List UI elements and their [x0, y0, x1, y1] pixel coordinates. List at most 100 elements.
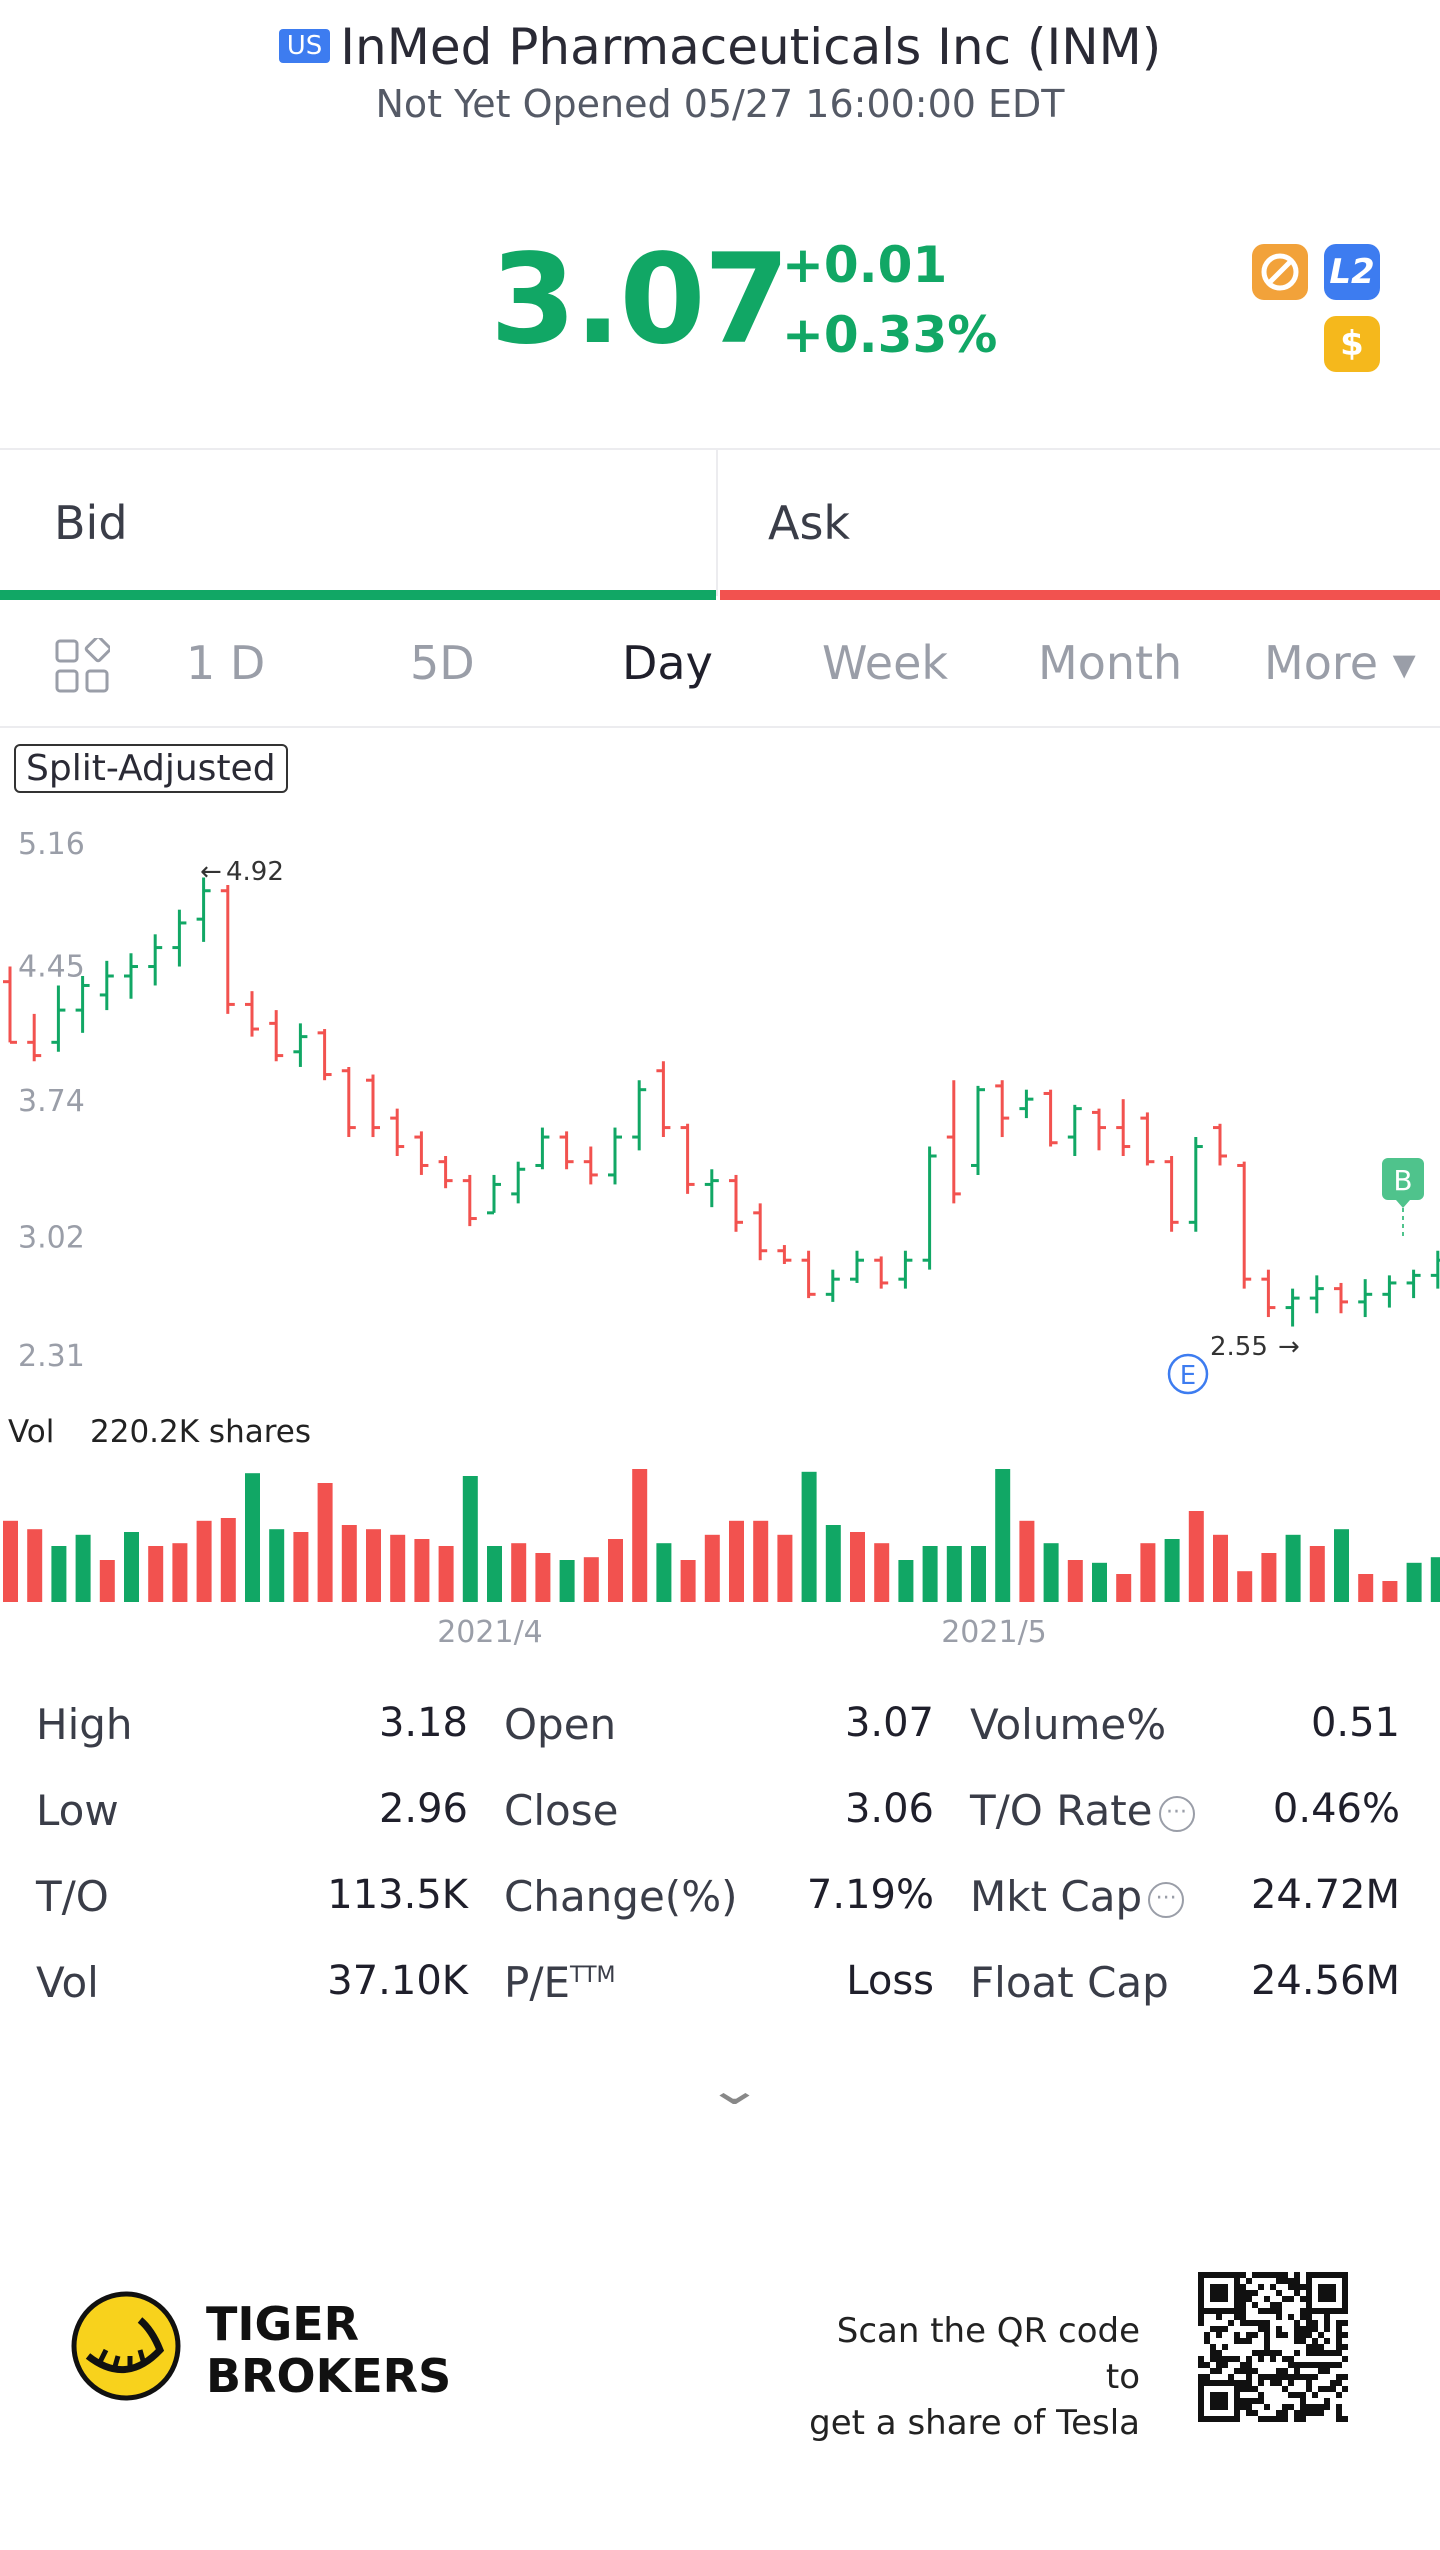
buy-marker: B: [1393, 1164, 1412, 1197]
ohlc-bar: [825, 1269, 840, 1302]
stat-mkt-cap-text: Mkt Cap: [970, 1872, 1143, 1921]
ohlc-bar: [898, 1250, 913, 1289]
ohlc-bar: [753, 1203, 768, 1261]
volume-bar: [462, 1476, 478, 1602]
ohlc-bar: [1309, 1275, 1324, 1314]
volume-bar: [1067, 1560, 1083, 1602]
volume-bar: [1334, 1529, 1349, 1602]
stat-close-label: Close: [504, 1786, 619, 1835]
ohlc-bar: [148, 934, 163, 986]
ohlc-bar: [583, 1146, 598, 1185]
ohlc-bar: [1140, 1112, 1155, 1166]
stat-mkt-cap-label: Mkt Cap ···: [970, 1872, 1185, 1921]
volume-bar: [1213, 1534, 1228, 1602]
low-marker: 2.55: [1210, 1332, 1268, 1362]
qr-line1: Scan the QR code to: [836, 2311, 1140, 2397]
level2-badge[interactable]: L2: [1324, 244, 1380, 300]
tab-more[interactable]: More ▾: [1264, 636, 1416, 690]
stat-change-label: Change(%): [504, 1872, 738, 1921]
ohlc-bar: [704, 1169, 719, 1208]
stat-pe-value: Loss: [846, 1958, 934, 2004]
ohlc-bar: [1164, 1156, 1179, 1232]
volume-bar: [172, 1543, 188, 1602]
ohlc-bar: [196, 877, 211, 942]
tab-week[interactable]: Week: [822, 636, 949, 690]
volume-bar: [511, 1543, 527, 1602]
market-status: Not Yet Opened 05/27 16:00:00 EDT: [375, 82, 1065, 126]
tab-month[interactable]: Month: [1038, 636, 1183, 690]
volume-bar: [293, 1532, 309, 1602]
stat-volume-pct-value: 0.51: [1310, 1700, 1400, 1746]
ohlc-bar: [850, 1250, 864, 1283]
ohlc-bar: [341, 1066, 356, 1138]
ohlc-bar: [1213, 1123, 1227, 1166]
ohlc-bar: [1092, 1108, 1106, 1151]
ask-label[interactable]: Ask: [768, 496, 851, 550]
stat-high-label: High: [36, 1700, 133, 1749]
volume-bar: [1406, 1562, 1422, 1602]
volume-bar: [801, 1471, 817, 1602]
volume-label: Vol: [8, 1414, 54, 1450]
stat-close-value: 3.06: [844, 1786, 934, 1832]
price-change: +0.01: [782, 236, 948, 294]
ohlc-bar: [1406, 1269, 1421, 1299]
ohlc-bar: [1188, 1137, 1203, 1232]
ohlc-bar: [971, 1085, 985, 1175]
grid-icon[interactable]: [54, 638, 110, 694]
volume-bar: [1285, 1534, 1301, 1602]
ohlc-bar: [1334, 1282, 1348, 1314]
volume-bar: [1092, 1562, 1107, 1602]
ohlc-bar: [656, 1061, 671, 1138]
ohlc-bar: [293, 1023, 308, 1067]
ohlc-bar: [1358, 1279, 1373, 1318]
volume-bar: [777, 1534, 793, 1602]
earnings-icon[interactable]: [1167, 1353, 1209, 1395]
ohlc-bar: [608, 1127, 622, 1185]
stat-low-value: 2.96: [378, 1786, 468, 1832]
volume-bar: [1261, 1553, 1277, 1602]
no-sign-icon[interactable]: [1252, 244, 1308, 300]
volume-bar: [51, 1546, 67, 1602]
last-price: 3.07: [490, 228, 790, 372]
stat-float-cap-value: 24.56M: [1250, 1958, 1400, 2004]
split-adjusted-toggle[interactable]: Split-Adjusted: [14, 744, 288, 793]
brand-line2: BROKERS: [206, 2349, 452, 2403]
divider: [0, 726, 1440, 728]
ask-bar: [720, 590, 1440, 600]
ohlc-bar: [1116, 1099, 1131, 1156]
volume-bar: [390, 1534, 406, 1602]
tab-5d[interactable]: 5D: [410, 636, 475, 690]
ohlc-bar: [777, 1245, 792, 1264]
low-arrow: →: [1278, 1332, 1300, 1362]
dollar-badge[interactable]: $: [1324, 316, 1380, 372]
stat-low-label: Low: [36, 1786, 119, 1835]
ohlc-bar: [1261, 1269, 1276, 1318]
ohlc-bar: [27, 1013, 42, 1062]
volume-bar: [995, 1469, 1011, 1602]
volume-bar: [874, 1543, 890, 1602]
volume-bar: [559, 1560, 575, 1602]
ohlc-bar: [438, 1156, 453, 1189]
buy-marker-icon[interactable]: [1382, 1158, 1424, 1200]
chevron-down-icon[interactable]: ⌄: [704, 2064, 764, 2115]
stat-turnover-value: 113.5K: [327, 1872, 468, 1918]
volume-bar: [269, 1529, 285, 1602]
qr-code-icon: [1198, 2272, 1348, 2422]
qr-caption: Scan the QR code to get a share of Tesla: [800, 2308, 1140, 2446]
bid-label[interactable]: Bid: [54, 496, 128, 550]
info-icon[interactable]: ···: [1148, 1882, 1185, 1918]
volume-bar: [632, 1469, 648, 1602]
price-chart[interactable]: 5.16 4.45 3.74 3.02 2.31 ← 4.92 2.55 → E B V…: [0, 0, 1440, 1700]
tab-day[interactable]: Day: [622, 636, 713, 690]
volume-bar: [366, 1529, 381, 1602]
stat-vol-value: 37.10K: [327, 1958, 468, 2004]
y-tick-label: 5.16: [18, 827, 85, 862]
volume-bar: [1043, 1543, 1059, 1602]
tab-1d[interactable]: 1 D: [186, 636, 266, 690]
volume-bar: [729, 1520, 744, 1602]
ohlc-bar: [99, 960, 114, 1011]
volume-bar: [1237, 1571, 1253, 1602]
info-icon[interactable]: ···: [1158, 1796, 1195, 1832]
tiger-brokers-logo: [71, 2291, 181, 2401]
ohlc-bar: [1430, 1250, 1440, 1289]
